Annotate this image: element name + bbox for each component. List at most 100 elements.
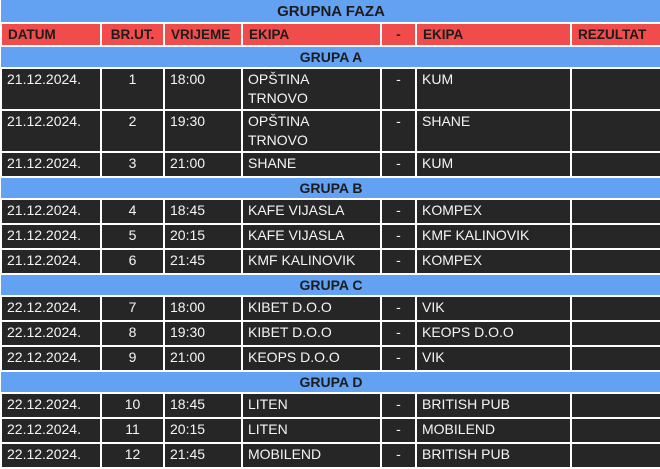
match-date: 21.12.2024. [0,248,102,275]
match-number: 9 [100,345,165,372]
column-header-brut: BR.UT. [100,22,165,47]
match-number: 7 [100,295,165,322]
table-row: 22.12.2024. 11 20:15 LITEN - MOBILEND [0,417,660,444]
away-team: KOMPEX [415,198,572,225]
match-date: 22.12.2024. [0,442,102,469]
separator: - [380,295,417,322]
match-time: 19:30 [163,109,243,153]
home-team: SHANE [241,151,382,178]
column-header-vrijeme: VRIJEME [163,22,243,47]
separator: - [380,67,417,111]
table-row: 22.12.2024. 9 21:00 KEOPS D.O.O - VIK [0,345,660,372]
home-team: LITEN [241,417,382,444]
away-team: VIK [415,295,572,322]
table-row: 21.12.2024. 4 18:45 KAFE VIJASLA - KOMPEX [0,198,660,225]
match-number: 5 [100,223,165,250]
away-team: KEOPS D.O.O [415,320,572,347]
match-number: 11 [100,417,165,444]
away-team: SHANE [415,109,572,153]
match-result [569,109,660,153]
match-date: 22.12.2024. [0,320,102,347]
separator: - [380,151,417,178]
separator: - [380,442,417,469]
away-team: VIK [415,345,572,372]
home-team: KAFE VIJASLA [241,198,382,225]
match-result [569,442,660,469]
away-team: MOBILEND [415,417,572,444]
table-row: 21.12.2024. 3 21:00 SHANE - KUM [0,151,660,178]
match-time: 21:00 [163,345,243,372]
separator: - [380,320,417,347]
match-date: 21.12.2024. [0,67,102,111]
group-header: GRUPA C [1,273,660,297]
away-team: BRITISH PUB [415,392,572,419]
match-result [569,67,660,111]
match-date: 21.12.2024. [0,223,102,250]
away-team: BRITISH PUB [415,442,572,469]
table-row: 21.12.2024. 6 21:45 KMF KALINOVIK - KOMPEX [0,248,660,275]
home-team: KIBET D.O.O [241,320,382,347]
separator: - [380,198,417,225]
table-title: GRUPNA FAZA [1,0,660,23]
away-team: KMF KALINOVIK [415,223,572,250]
table-row: 21.12.2024. 2 19:30 OPŠTINA TRNOVO - SHANE [0,109,660,153]
home-team: OPŠTINA TRNOVO [241,109,382,153]
group-header: GRUPA B [1,176,660,200]
schedule-body: GRUPA A 21.12.2024. 1 18:00 OPŠTINA TRNOVO - K… [0,45,660,469]
match-result [569,345,660,372]
separator: - [380,109,417,153]
home-team: KIBET D.O.O [241,295,382,322]
home-team: KAFE VIJASLA [241,223,382,250]
match-time: 20:15 [163,223,243,250]
column-header-ekipa-away: EKIPA [415,22,572,47]
table-row: 22.12.2024. 12 21:45 MOBILEND - BRITISH PUB [0,442,660,469]
match-date: 21.12.2024. [0,151,102,178]
away-team: KOMPEX [415,248,572,275]
match-number: 12 [100,442,165,469]
column-header-separator: - [380,22,417,47]
home-team: OPŠTINA TRNOVO [241,67,382,111]
group-header-row: GRUPA C [1,273,660,297]
match-time: 18:00 [163,67,243,111]
match-number: 6 [100,248,165,275]
column-header-datum: DATUM [0,22,102,47]
match-result [569,151,660,178]
match-date: 22.12.2024. [0,417,102,444]
match-time: 19:30 [163,320,243,347]
match-time: 21:45 [163,248,243,275]
match-date: 21.12.2024. [0,198,102,225]
column-header-ekipa-home: EKIPA [241,22,382,47]
match-time: 18:45 [163,198,243,225]
match-result [569,320,660,347]
separator: - [380,223,417,250]
match-time: 18:45 [163,392,243,419]
match-date: 22.12.2024. [0,392,102,419]
table-title-row: GRUPNA FAZA [1,0,660,23]
home-team: MOBILEND [241,442,382,469]
match-result [569,392,660,419]
column-header-row: DATUM BR.UT. VRIJEME EKIPA - EKIPA REZUL… [0,22,660,47]
group-header: GRUPA A [1,45,660,69]
match-result [569,223,660,250]
away-team: KUM [415,151,572,178]
group-header-row: GRUPA D [1,370,660,394]
group-header-row: GRUPA A [1,45,660,69]
match-time: 21:45 [163,442,243,469]
match-time: 18:00 [163,295,243,322]
match-date: 22.12.2024. [0,295,102,322]
home-team: LITEN [241,392,382,419]
group-header-row: GRUPA B [1,176,660,200]
match-number: 8 [100,320,165,347]
match-date: 21.12.2024. [0,109,102,153]
separator: - [380,248,417,275]
column-header-rezultat: REZULTAT [569,22,660,47]
match-number: 10 [100,392,165,419]
home-team: KMF KALINOVIK [241,248,382,275]
match-number: 3 [100,151,165,178]
away-team: KUM [415,67,572,111]
match-time: 21:00 [163,151,243,178]
table-row: 22.12.2024. 10 18:45 LITEN - BRITISH PUB [0,392,660,419]
match-result [569,248,660,275]
match-result [569,198,660,225]
